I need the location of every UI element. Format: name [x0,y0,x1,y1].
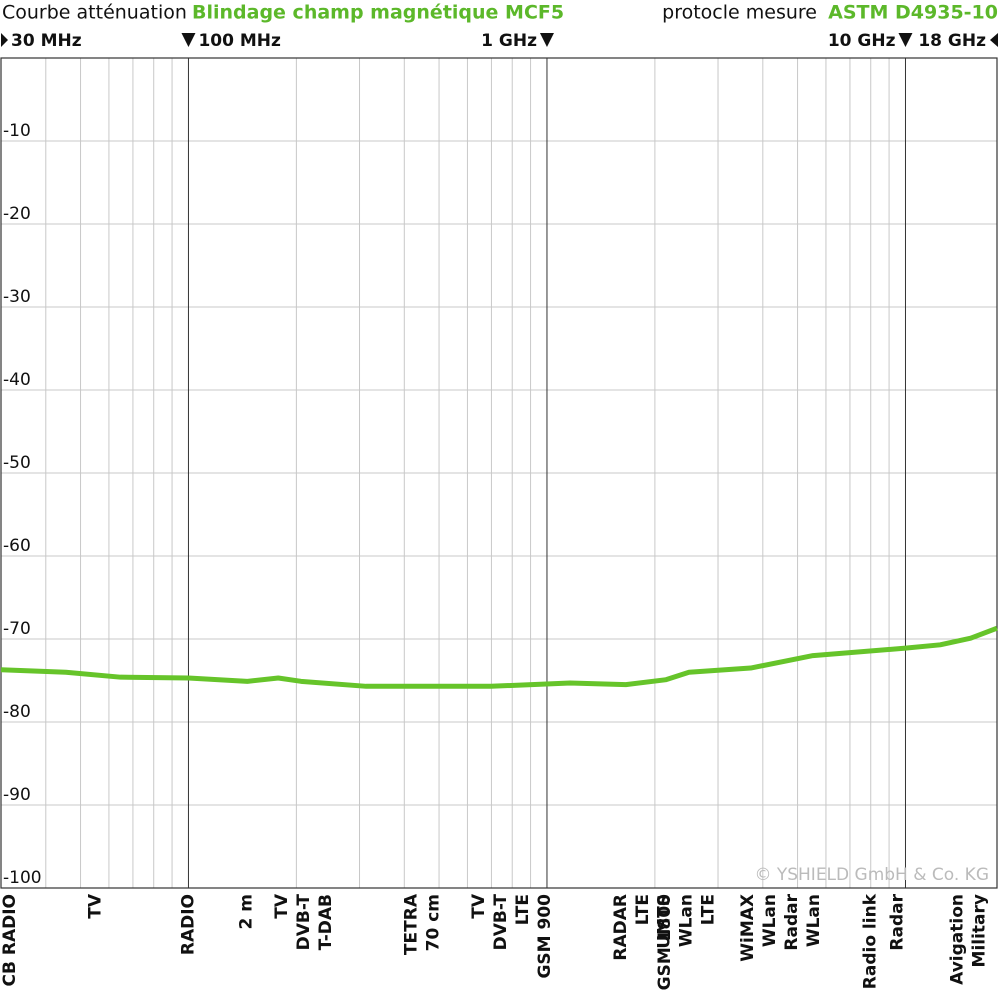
chart-subtitle: Blindage champ magnétique MCF5 [192,2,564,24]
band-label: WLan [804,894,824,947]
band-label: WLan [676,894,696,947]
protocol: ASTM D4935-10 [828,2,998,24]
band-label: Avigation [948,894,968,985]
band-label: TV [469,893,489,919]
band-label: RADAR [611,894,631,961]
y-tick-label: -70 [3,619,31,639]
y-tick-label: -50 [3,453,31,473]
y-tick-label: -20 [3,204,31,224]
plot-frame [0,57,998,889]
band-label: WLan [760,894,780,947]
y-tick-label: -30 [3,287,31,307]
band-label: TV [272,893,292,919]
copyright: © YSHIELD GmbH & Co. KG [754,865,989,885]
band-label: Radar [782,893,802,950]
band-label: 2 m [236,894,256,929]
y-tick-label: -60 [3,536,31,556]
tick-marker [1,33,8,47]
tick-marker [539,33,554,47]
x-tick-label: 100 MHz [198,31,281,51]
band-label: Radar [887,893,907,950]
data-line [0,625,998,689]
x-tick-label: 10 GHz [828,31,896,51]
band-label: LTE [633,894,653,925]
tick-marker [990,33,998,47]
band-label: DVB-T [294,894,314,951]
band-label: RADIO [178,894,198,955]
band-label: TETRA [402,893,422,955]
x-tick-label: 18 GHz [918,31,986,51]
band-label: Radio link [861,893,881,989]
x-tick-label: 30 MHz [11,31,82,51]
band-label: T-DAB [316,894,336,950]
tick-marker [181,33,196,47]
band-label: GSM 900 [535,894,555,979]
x-tick-label: 1 GHz [481,31,537,51]
band-label: LTE [698,894,718,925]
tick-marker [898,33,913,47]
band-label: GSM 1800 [655,894,675,991]
y-tick-label: -100 [3,868,42,888]
band-label: UMTS [654,894,674,949]
y-tick-label: -90 [3,785,31,805]
y-tick-label: -10 [3,121,31,141]
band-label: WiMAX [738,894,758,962]
band-label: 70 cm [424,894,444,951]
band-label: LTE [513,894,533,925]
band-label: TV [85,893,105,919]
band-label: DVB-T [491,894,511,951]
chart-title: Courbe atténuation [2,2,187,24]
band-label: CB RADIO [0,894,20,987]
y-tick-label: -80 [3,702,31,722]
band-label: Military [970,894,990,967]
protocol-label: protocle mesure [662,2,817,24]
y-tick-label: -40 [3,370,31,390]
